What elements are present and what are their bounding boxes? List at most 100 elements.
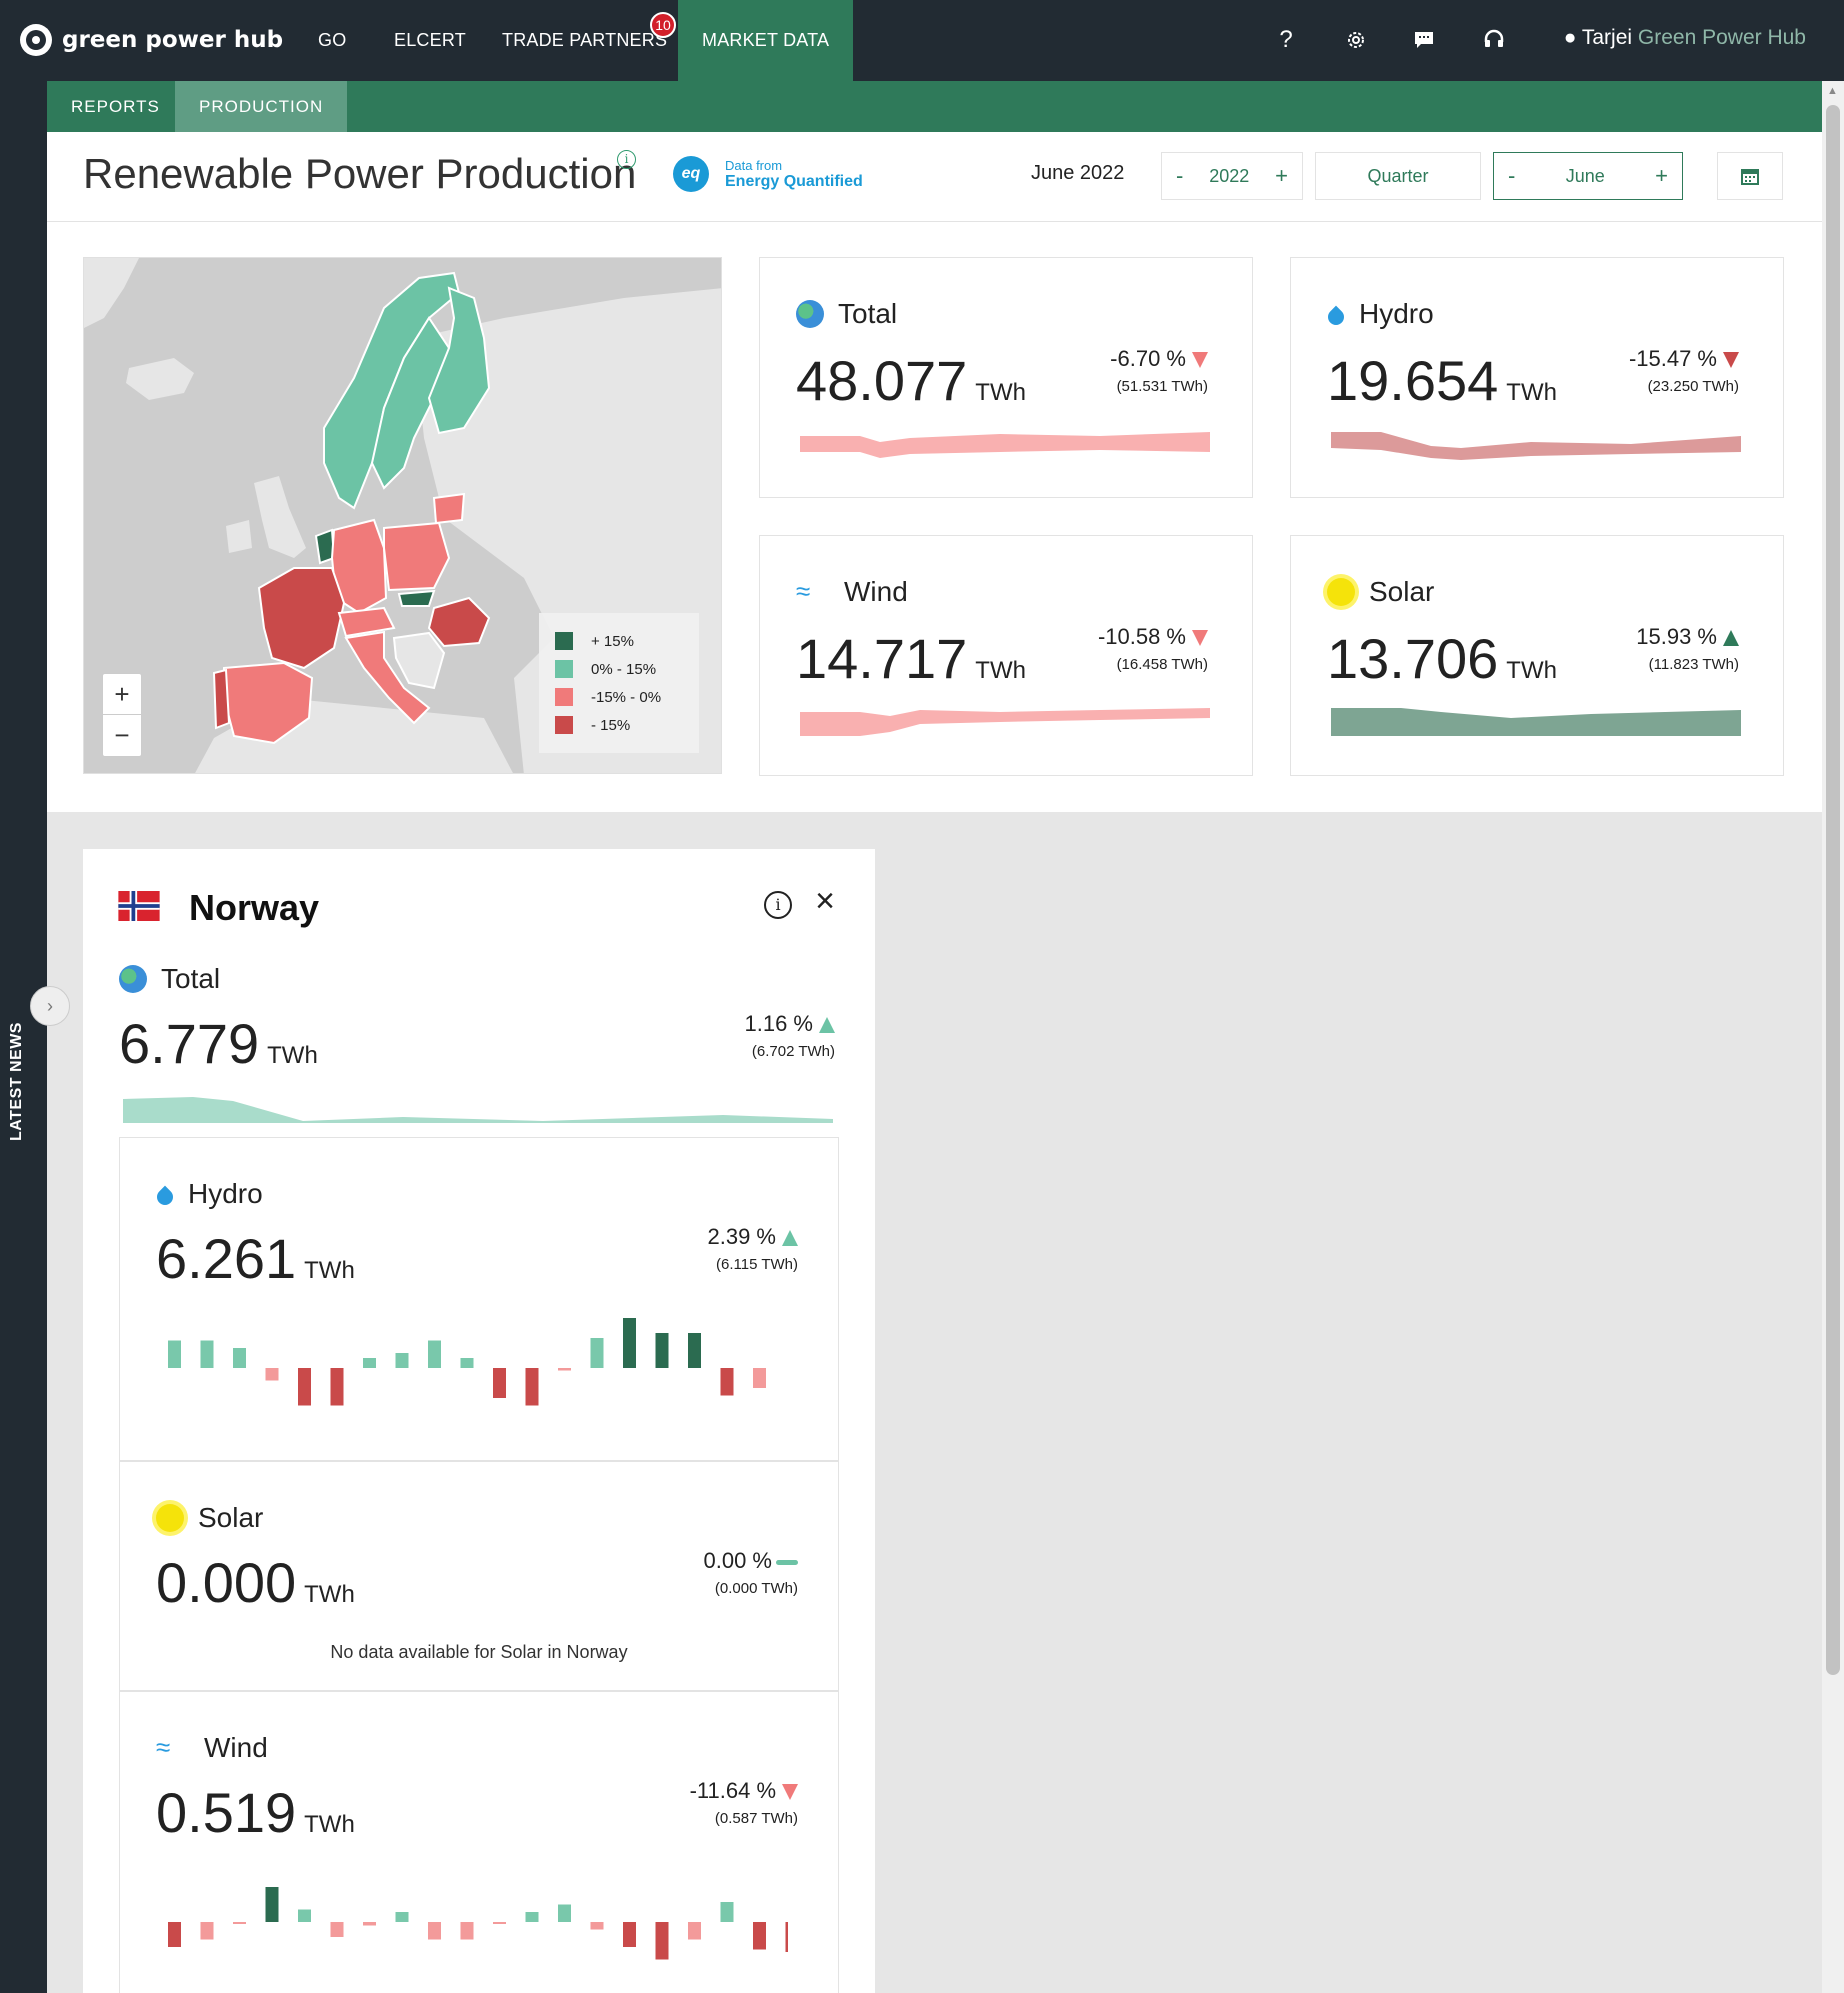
- country-hydro-card[interactable]: Hydro 6.261 TWh 2.39 % (6.115 TWh): [119, 1137, 839, 1461]
- card-previous: (11.823 TWh): [1648, 656, 1739, 673]
- bar: [363, 1922, 376, 1926]
- france-shape[interactable]: [257, 567, 346, 670]
- close-icon[interactable]: ×: [815, 882, 835, 920]
- card-change-value: -11.64 %: [689, 1778, 776, 1803]
- sparkline: [1331, 708, 1741, 736]
- bar: [428, 1922, 441, 1940]
- card-change: 1.16 %: [744, 1011, 835, 1037]
- bar: [785, 1922, 788, 1952]
- nav-market-data[interactable]: MARKET DATA: [678, 0, 854, 81]
- legend-item: + 15%: [555, 627, 683, 655]
- card-change-value: 1.16 %: [744, 1011, 814, 1036]
- rail-expand-button[interactable]: ›: [30, 986, 70, 1026]
- finland-shape[interactable]: [427, 286, 491, 435]
- country-info-icon[interactable]: i: [764, 891, 792, 919]
- trend-down-icon: [1723, 352, 1739, 369]
- card-previous: (23.250 TWh): [1647, 378, 1739, 395]
- bar: [525, 1368, 539, 1406]
- data-source[interactable]: Data from Energy Quantified: [725, 158, 863, 191]
- month-decrement-button[interactable]: -: [1508, 163, 1516, 188]
- italy-shape[interactable]: [344, 630, 431, 725]
- card-value-number: 6.261: [156, 1227, 297, 1290]
- scroll-up-icon[interactable]: ▲: [1827, 85, 1838, 97]
- page-scrollbar[interactable]: ▲: [1822, 81, 1844, 1993]
- user-menu[interactable]: ● Tarjei Green Power Hub: [1564, 26, 1806, 50]
- gear-icon[interactable]: [1340, 24, 1372, 56]
- bar: [168, 1340, 181, 1368]
- card-title-text: Wind: [204, 1732, 268, 1763]
- summary-card-total[interactable]: Total 48.077 TWh -6.70 % (51.531 TWh): [759, 257, 1253, 498]
- sweden-shape[interactable]: [370, 316, 451, 490]
- zoom-in-button[interactable]: +: [103, 674, 141, 715]
- wind-icon: ≈: [156, 1732, 171, 1762]
- slovakia-shape[interactable]: [397, 589, 436, 607]
- bar: [460, 1358, 474, 1368]
- year-increment-button[interactable]: +: [1275, 163, 1288, 188]
- card-title: Total: [796, 298, 897, 330]
- country-solar-card[interactable]: Solar 0.000 TWh 0.00 % (0.000 TWh) No dat…: [119, 1461, 839, 1691]
- summary-card-hydro[interactable]: Hydro 19.654 TWh -15.47 % (23.250 TWh): [1290, 257, 1784, 498]
- legend-swatch: [555, 716, 573, 734]
- data-provider-name: Energy Quantified: [725, 173, 863, 190]
- poland-shape[interactable]: [383, 521, 451, 592]
- calendar-button[interactable]: [1717, 152, 1783, 200]
- tab-production[interactable]: PRODUCTION: [175, 81, 348, 132]
- trend-down-icon: [1192, 352, 1208, 369]
- year-decrement-button[interactable]: -: [1176, 163, 1184, 188]
- bar: [688, 1922, 701, 1940]
- bar: [688, 1333, 701, 1368]
- sparkline: [800, 708, 1210, 736]
- legend-item: 0% - 15%: [555, 655, 683, 683]
- tab-reports[interactable]: REPORTS: [71, 97, 160, 116]
- drop-icon: [156, 1181, 174, 1207]
- scrollbar-thumb[interactable]: [1826, 105, 1840, 1675]
- month-increment-button[interactable]: +: [1655, 163, 1668, 188]
- card-change-value: 15.93 %: [1636, 624, 1717, 649]
- data-from-label: Data from: [725, 158, 783, 173]
- trend-down-icon: [782, 1784, 798, 1801]
- bar: [298, 1909, 311, 1922]
- card-value-number: 14.717: [796, 627, 968, 690]
- bar: [428, 1340, 441, 1368]
- help-icon[interactable]: ?: [1279, 26, 1293, 53]
- summary-card-solar[interactable]: Solar 13.706 TWh 15.93 % (11.823 TWh): [1290, 535, 1784, 776]
- support-icon[interactable]: [1478, 24, 1510, 56]
- legend-item: -15% - 0%: [555, 683, 683, 711]
- hydro-bar-chart: [168, 1318, 766, 1406]
- brand-logo[interactable]: green power hub: [20, 24, 283, 56]
- baltics-shape[interactable]: [432, 492, 466, 525]
- granularity-select[interactable]: Quarter: [1315, 152, 1481, 200]
- bar: [623, 1922, 636, 1947]
- granularity-value: Quarter: [1367, 165, 1429, 186]
- card-title: Solar: [156, 1502, 263, 1534]
- nav-go[interactable]: GO: [318, 30, 347, 50]
- card-value: 13.706 TWh: [1327, 626, 1557, 691]
- globe-icon: [796, 300, 824, 328]
- bar: [265, 1368, 279, 1381]
- card-value: 0.000 TWh: [156, 1550, 355, 1615]
- title-info-icon[interactable]: i: [617, 150, 636, 169]
- portugal-shape[interactable]: [212, 668, 231, 730]
- month-stepper: - June +: [1493, 152, 1683, 200]
- card-change: -10.58 %: [1098, 624, 1208, 650]
- sparkline: [123, 1097, 833, 1123]
- user-org: Green Power Hub: [1637, 26, 1806, 49]
- norway-flag-icon: [118, 891, 160, 921]
- card-value-number: 0.519: [156, 1781, 297, 1844]
- summary-card-wind[interactable]: ≈ Wind 14.717 TWh -10.58 % (16.458 TWh): [759, 535, 1253, 776]
- nav-elcert[interactable]: ELCERT: [394, 30, 466, 50]
- zoom-out-button[interactable]: −: [114, 720, 130, 750]
- romania-shape[interactable]: [427, 596, 491, 648]
- bar: [720, 1902, 734, 1922]
- bar: [493, 1922, 506, 1924]
- top-navigation: green power hub GO ELCERT TRADE PARTNERS…: [0, 0, 1844, 81]
- austria-shape[interactable]: [337, 606, 396, 638]
- country-wind-card[interactable]: ≈ Wind 0.519 TWh -11.64 % (0.587 TWh): [119, 1691, 839, 1993]
- europe-map[interactable]: + − + 15% 0% - 15% -15% - 0% - 15%: [83, 257, 722, 774]
- logo-icon: [20, 24, 52, 56]
- card-title-text: Solar: [198, 1502, 264, 1533]
- latest-news-label[interactable]: LATEST NEWS: [8, 1022, 25, 1141]
- chat-icon[interactable]: [1408, 24, 1440, 56]
- germany-shape[interactable]: [330, 518, 388, 615]
- nav-trade-partners[interactable]: TRADE PARTNERS: [502, 30, 668, 50]
